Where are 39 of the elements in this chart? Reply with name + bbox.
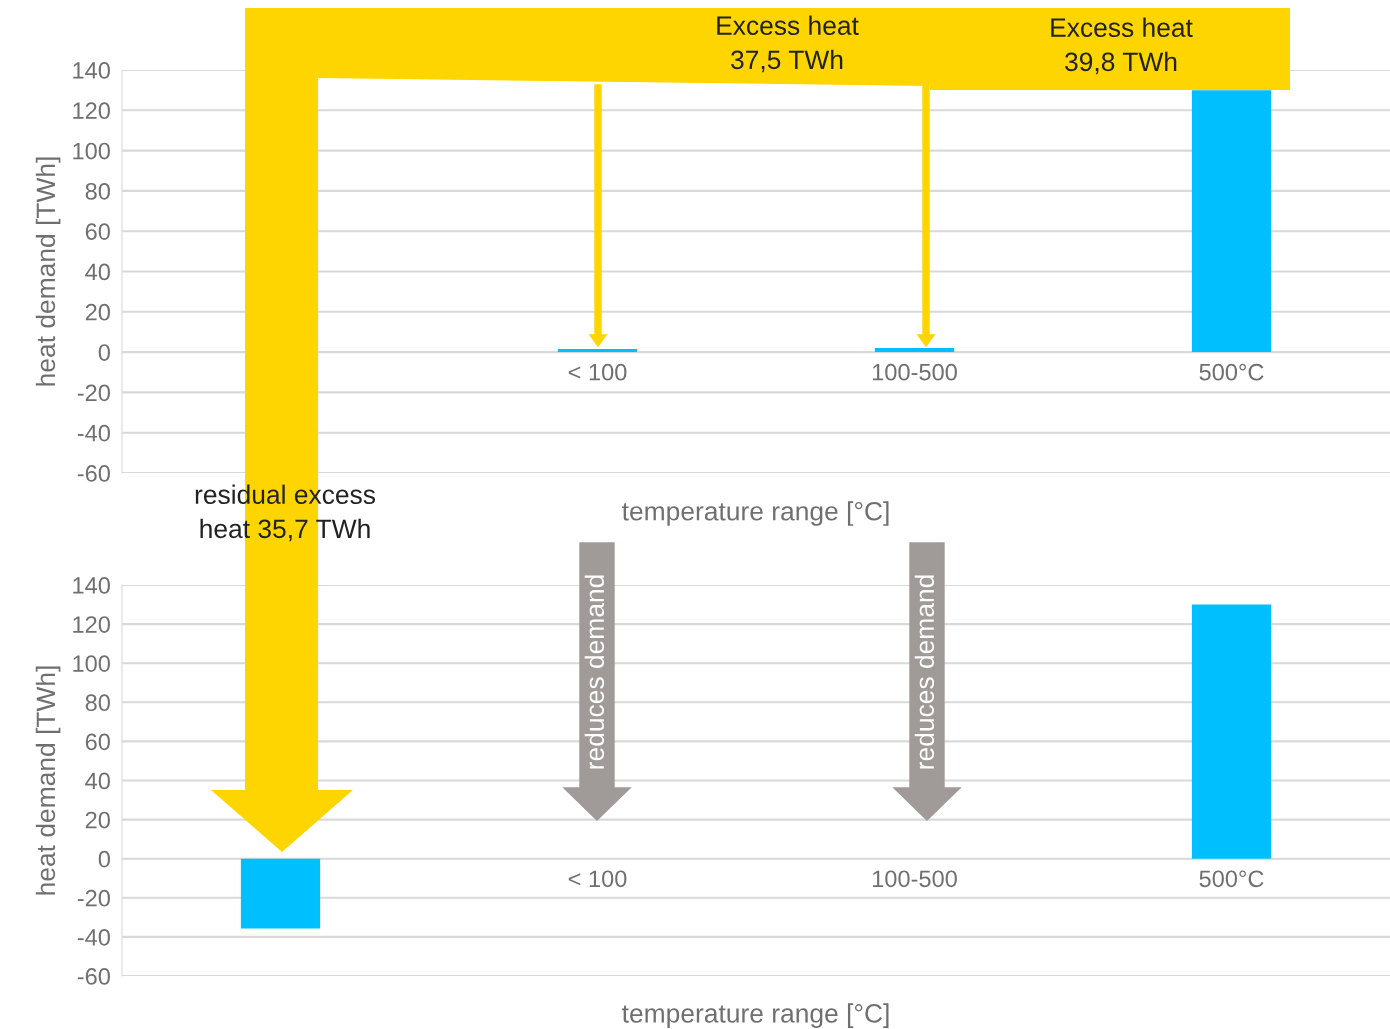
y-tick-label: -60 (77, 465, 110, 482)
y-tick-label: -20 (77, 889, 110, 907)
annotation: reduces demand (914, 575, 935, 769)
y-tick-label: -60 (77, 968, 110, 985)
y-tick-label: 0 (98, 850, 110, 868)
bar (874, 348, 955, 353)
y-tick-label: 20 (85, 303, 110, 321)
x-axis-title: temperature range [°C] (622, 501, 889, 526)
annotation: Excess heat 37,5 TWh (717, 15, 859, 73)
y-tick-label: 40 (85, 263, 110, 281)
bar (557, 349, 638, 353)
y-tick-label: 100 (73, 655, 110, 672)
x-tick-label: 100-500 (872, 870, 957, 888)
x-tick-label: 100-500 (872, 363, 957, 381)
y-tick-label: 60 (85, 733, 110, 751)
y-tick-label: -20 (77, 384, 110, 402)
x-tick-label: < 100 (568, 363, 627, 381)
annotation: Excess heat 39,8 TWh (1051, 17, 1193, 75)
y-axis-title: heat demand [TWh] (35, 157, 61, 386)
y-tick-label: 80 (85, 694, 110, 712)
bar (1191, 90, 1272, 353)
y-axis-title: heat demand [TWh] (35, 666, 61, 895)
y-tick-label: 80 (85, 182, 110, 200)
x-tick-label: 500°C (1199, 870, 1264, 888)
y-tick-label: 140 (73, 62, 110, 79)
y-tick-label: 0 (98, 344, 110, 361)
y-tick-label: 60 (85, 223, 110, 240)
annotation: reduces demand (584, 575, 605, 769)
y-tick-label: 100 (73, 142, 110, 160)
y-tick-label: -40 (77, 424, 110, 442)
y-tick-label: 120 (73, 102, 110, 120)
y-tick-label: -40 (77, 928, 110, 946)
x-tick-label: < 100 (568, 870, 627, 888)
x-tick-label: 500°C (1199, 363, 1264, 381)
x-axis-title: temperature range [°C] (622, 1003, 889, 1028)
y-tick-label: 140 (73, 577, 110, 594)
y-tick-label: 40 (85, 772, 110, 790)
y-tick-label: 120 (73, 616, 110, 633)
y-tick-label: 20 (85, 811, 110, 829)
